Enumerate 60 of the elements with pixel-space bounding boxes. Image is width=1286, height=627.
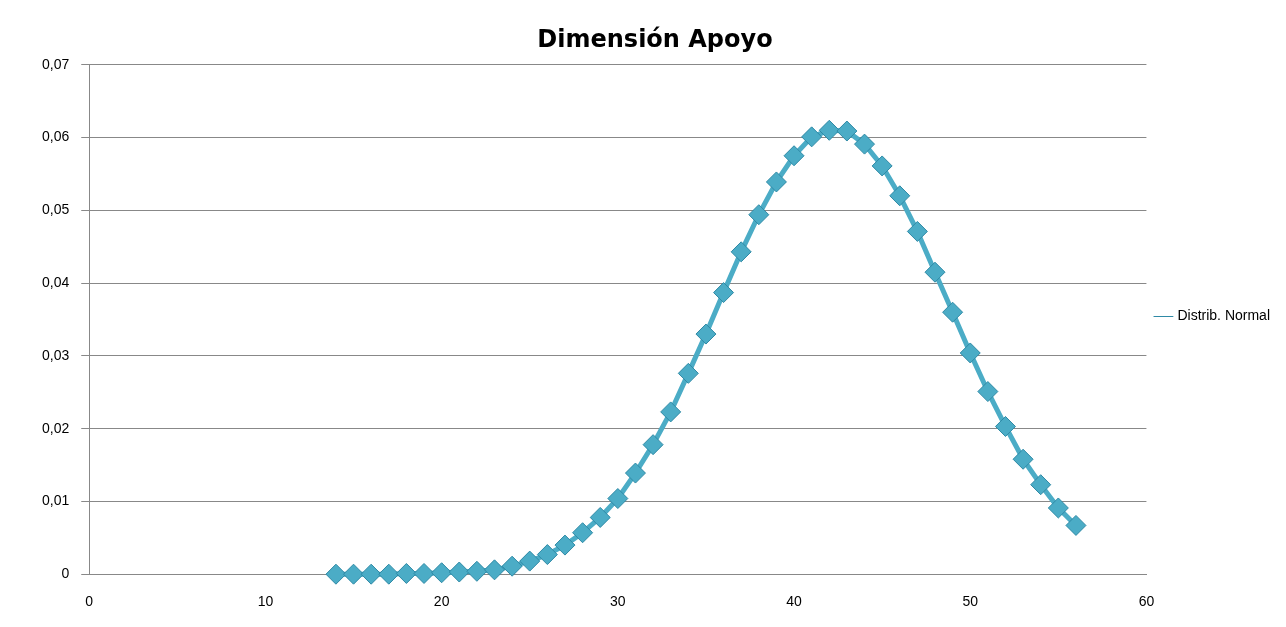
y-tick-label: 0,04 xyxy=(42,273,70,290)
point xyxy=(713,282,735,304)
y-tick-label: 0,05 xyxy=(42,201,70,218)
point xyxy=(942,301,964,323)
point xyxy=(484,559,505,581)
point xyxy=(1047,497,1069,519)
x-tick-label: 60 xyxy=(1138,593,1155,610)
point xyxy=(519,550,541,572)
x-tick-label: 20 xyxy=(433,593,450,610)
point xyxy=(695,323,717,345)
point xyxy=(536,544,558,566)
point xyxy=(589,506,611,528)
point xyxy=(730,241,752,263)
point xyxy=(501,555,523,577)
point xyxy=(642,434,664,456)
point xyxy=(748,204,770,226)
y-tick-label: 0,06 xyxy=(42,128,70,145)
point xyxy=(977,381,999,403)
point xyxy=(818,119,840,141)
y-tick-label: 0,01 xyxy=(42,492,70,509)
y-tick-label: 0 xyxy=(61,565,70,582)
point xyxy=(854,133,876,155)
point xyxy=(572,522,594,544)
point xyxy=(624,462,646,484)
y-tick-label: 0,07 xyxy=(42,55,70,72)
point xyxy=(765,171,787,193)
point xyxy=(1012,448,1034,470)
point xyxy=(466,560,488,582)
point xyxy=(360,563,382,585)
point xyxy=(607,488,629,510)
x-tick-label: 0 xyxy=(85,593,94,610)
point xyxy=(343,563,365,585)
point xyxy=(554,534,576,556)
point xyxy=(959,342,981,364)
chart-title: Dimensión Apoyo xyxy=(537,24,773,53)
point xyxy=(395,562,417,584)
point xyxy=(448,561,470,583)
point xyxy=(677,362,699,384)
point xyxy=(325,563,347,585)
point xyxy=(1065,514,1087,536)
point xyxy=(413,562,435,584)
point xyxy=(1030,474,1052,496)
x-tick-label: 40 xyxy=(786,593,803,610)
point xyxy=(836,120,858,142)
point xyxy=(783,145,805,167)
point xyxy=(871,155,893,177)
legend-label: Distrib. Normal xyxy=(1177,307,1271,324)
y-tick-label: 0,03 xyxy=(42,346,70,363)
point xyxy=(889,185,911,207)
y-tick-label: 0,02 xyxy=(42,419,70,436)
point xyxy=(431,562,453,584)
point xyxy=(906,220,928,242)
point xyxy=(924,261,946,283)
x-tick-label: 10 xyxy=(257,593,274,610)
point xyxy=(660,401,682,423)
x-tick-label: 50 xyxy=(962,593,979,610)
x-tick-label: 30 xyxy=(610,593,626,610)
point xyxy=(801,126,823,148)
point xyxy=(378,563,400,585)
point xyxy=(994,415,1016,437)
